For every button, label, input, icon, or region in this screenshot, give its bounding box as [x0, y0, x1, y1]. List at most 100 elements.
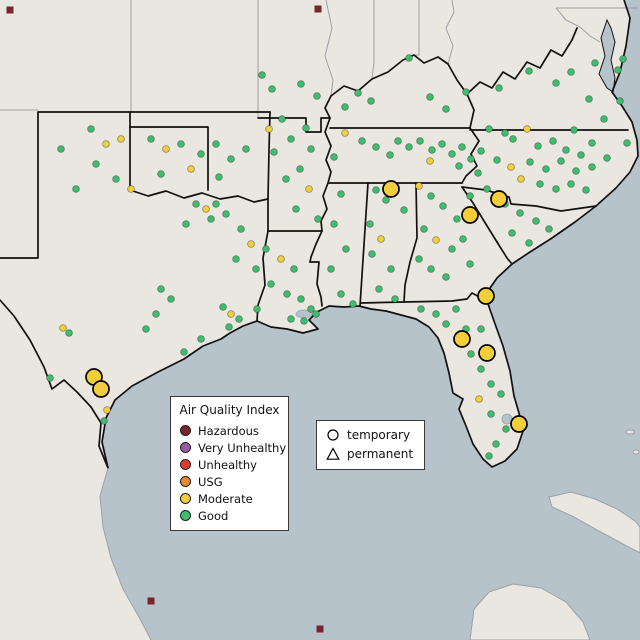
site-marker-good [416, 137, 424, 145]
site-marker-good [542, 165, 550, 173]
site-marker-good [207, 215, 215, 223]
site-marker-good [485, 452, 493, 460]
louisiana-mississippi-border [309, 261, 323, 307]
site-marker-good [525, 239, 533, 247]
site-marker-good [215, 173, 223, 181]
site-marker-good [287, 135, 295, 143]
aqi-legend-title: Air Quality Index [179, 403, 280, 417]
site-marker-moderate [265, 125, 273, 133]
site-marker-good [197, 335, 205, 343]
site-marker-good [483, 185, 491, 193]
site-marker-good [297, 295, 305, 303]
site-marker-moderate [162, 145, 170, 153]
site-marker-moderate [117, 135, 125, 143]
site-marker-good [312, 310, 320, 318]
site-marker-good [92, 160, 100, 168]
site-marker-good [300, 317, 308, 325]
site-marker-moderate [341, 129, 349, 137]
site-marker-good [420, 225, 428, 233]
permanent-triangle-icon [326, 447, 340, 460]
site-marker-moderate [523, 125, 531, 133]
site-marker-moderate [507, 163, 515, 171]
site-marker-good [455, 162, 463, 170]
site-marker-moderate [475, 395, 483, 403]
site-marker-good [387, 265, 395, 273]
site-marker-good [588, 139, 596, 147]
site-marker-good [382, 196, 390, 204]
site-marker-good [532, 217, 540, 225]
moderate-swatch-icon [180, 493, 191, 504]
aqi-legend-item-hazardous: Hazardous [171, 422, 288, 439]
edge-marker [6, 6, 14, 14]
site-marker-good [400, 206, 408, 214]
bahamas-islet [632, 449, 640, 455]
site-marker-good [492, 440, 500, 448]
cuba-island [548, 491, 640, 554]
site-marker-good [526, 158, 534, 166]
site-marker-good [442, 273, 450, 281]
monitor-sites-layer [46, 54, 631, 460]
site-marker-moderate [127, 185, 135, 193]
site-marker-good [267, 280, 275, 288]
site-marker-good [313, 92, 321, 100]
temporary-sites-layer [85, 180, 528, 433]
site-marker-good [466, 260, 474, 268]
site-marker-good [307, 145, 315, 153]
temporary-site-marker [478, 344, 496, 362]
site-marker-good [545, 225, 553, 233]
site-marker-good [487, 410, 495, 418]
site-marker-good [212, 200, 220, 208]
site-marker-good [452, 305, 460, 313]
site-marker-good [180, 348, 188, 356]
site-marker-good [147, 135, 155, 143]
site-marker-moderate [187, 165, 195, 173]
focal-state-borders [0, 27, 629, 469]
site-marker-good [314, 215, 322, 223]
site-marker-good [623, 139, 631, 147]
edge-marker [314, 5, 322, 13]
site-marker-good [497, 390, 505, 398]
site-marker-good [493, 156, 501, 164]
site-marker-good [448, 150, 456, 158]
site-marker-good [330, 220, 338, 228]
unhealthy-swatch-icon [180, 459, 191, 470]
site-marker-good [603, 154, 611, 162]
site-marker-good [307, 305, 315, 313]
site-marker-good [142, 325, 150, 333]
site-marker-moderate [102, 140, 110, 148]
bahamas-islet [625, 429, 635, 435]
site-marker-good [337, 190, 345, 198]
site-marker-good [591, 59, 599, 67]
site-marker-good [502, 425, 510, 433]
site-marker-moderate [415, 182, 423, 190]
site-marker-good [577, 151, 585, 159]
aqi-legend-label: Very Unhealthy [198, 440, 287, 455]
site-marker-good [417, 305, 425, 313]
site-marker-good [485, 125, 493, 133]
missouri-arkansas-border [257, 117, 331, 133]
site-marker-moderate [202, 205, 210, 213]
georgia-south-carolina-border [461, 186, 513, 265]
site-marker-good [616, 97, 624, 105]
aqi-legend-label: USG [198, 474, 223, 489]
site-marker-good [366, 220, 374, 228]
site-marker-good [467, 155, 475, 163]
site-marker-good [341, 103, 349, 111]
site-marker-good [283, 290, 291, 298]
edge-marker [316, 625, 324, 633]
site-marker-good [477, 325, 485, 333]
site-marker-good [177, 140, 185, 148]
site-marker-good [197, 150, 205, 158]
site-marker-good [292, 205, 300, 213]
virginia-west-virginia-border [466, 27, 578, 95]
site-marker-good [232, 255, 240, 263]
site-marker-good [427, 192, 435, 200]
site-marker-good [552, 185, 560, 193]
usg-swatch-icon [180, 476, 191, 487]
site-marker-good [219, 303, 227, 311]
site-marker-good [258, 71, 266, 79]
site-marker-good [495, 84, 503, 92]
site-marker-good [405, 143, 413, 151]
